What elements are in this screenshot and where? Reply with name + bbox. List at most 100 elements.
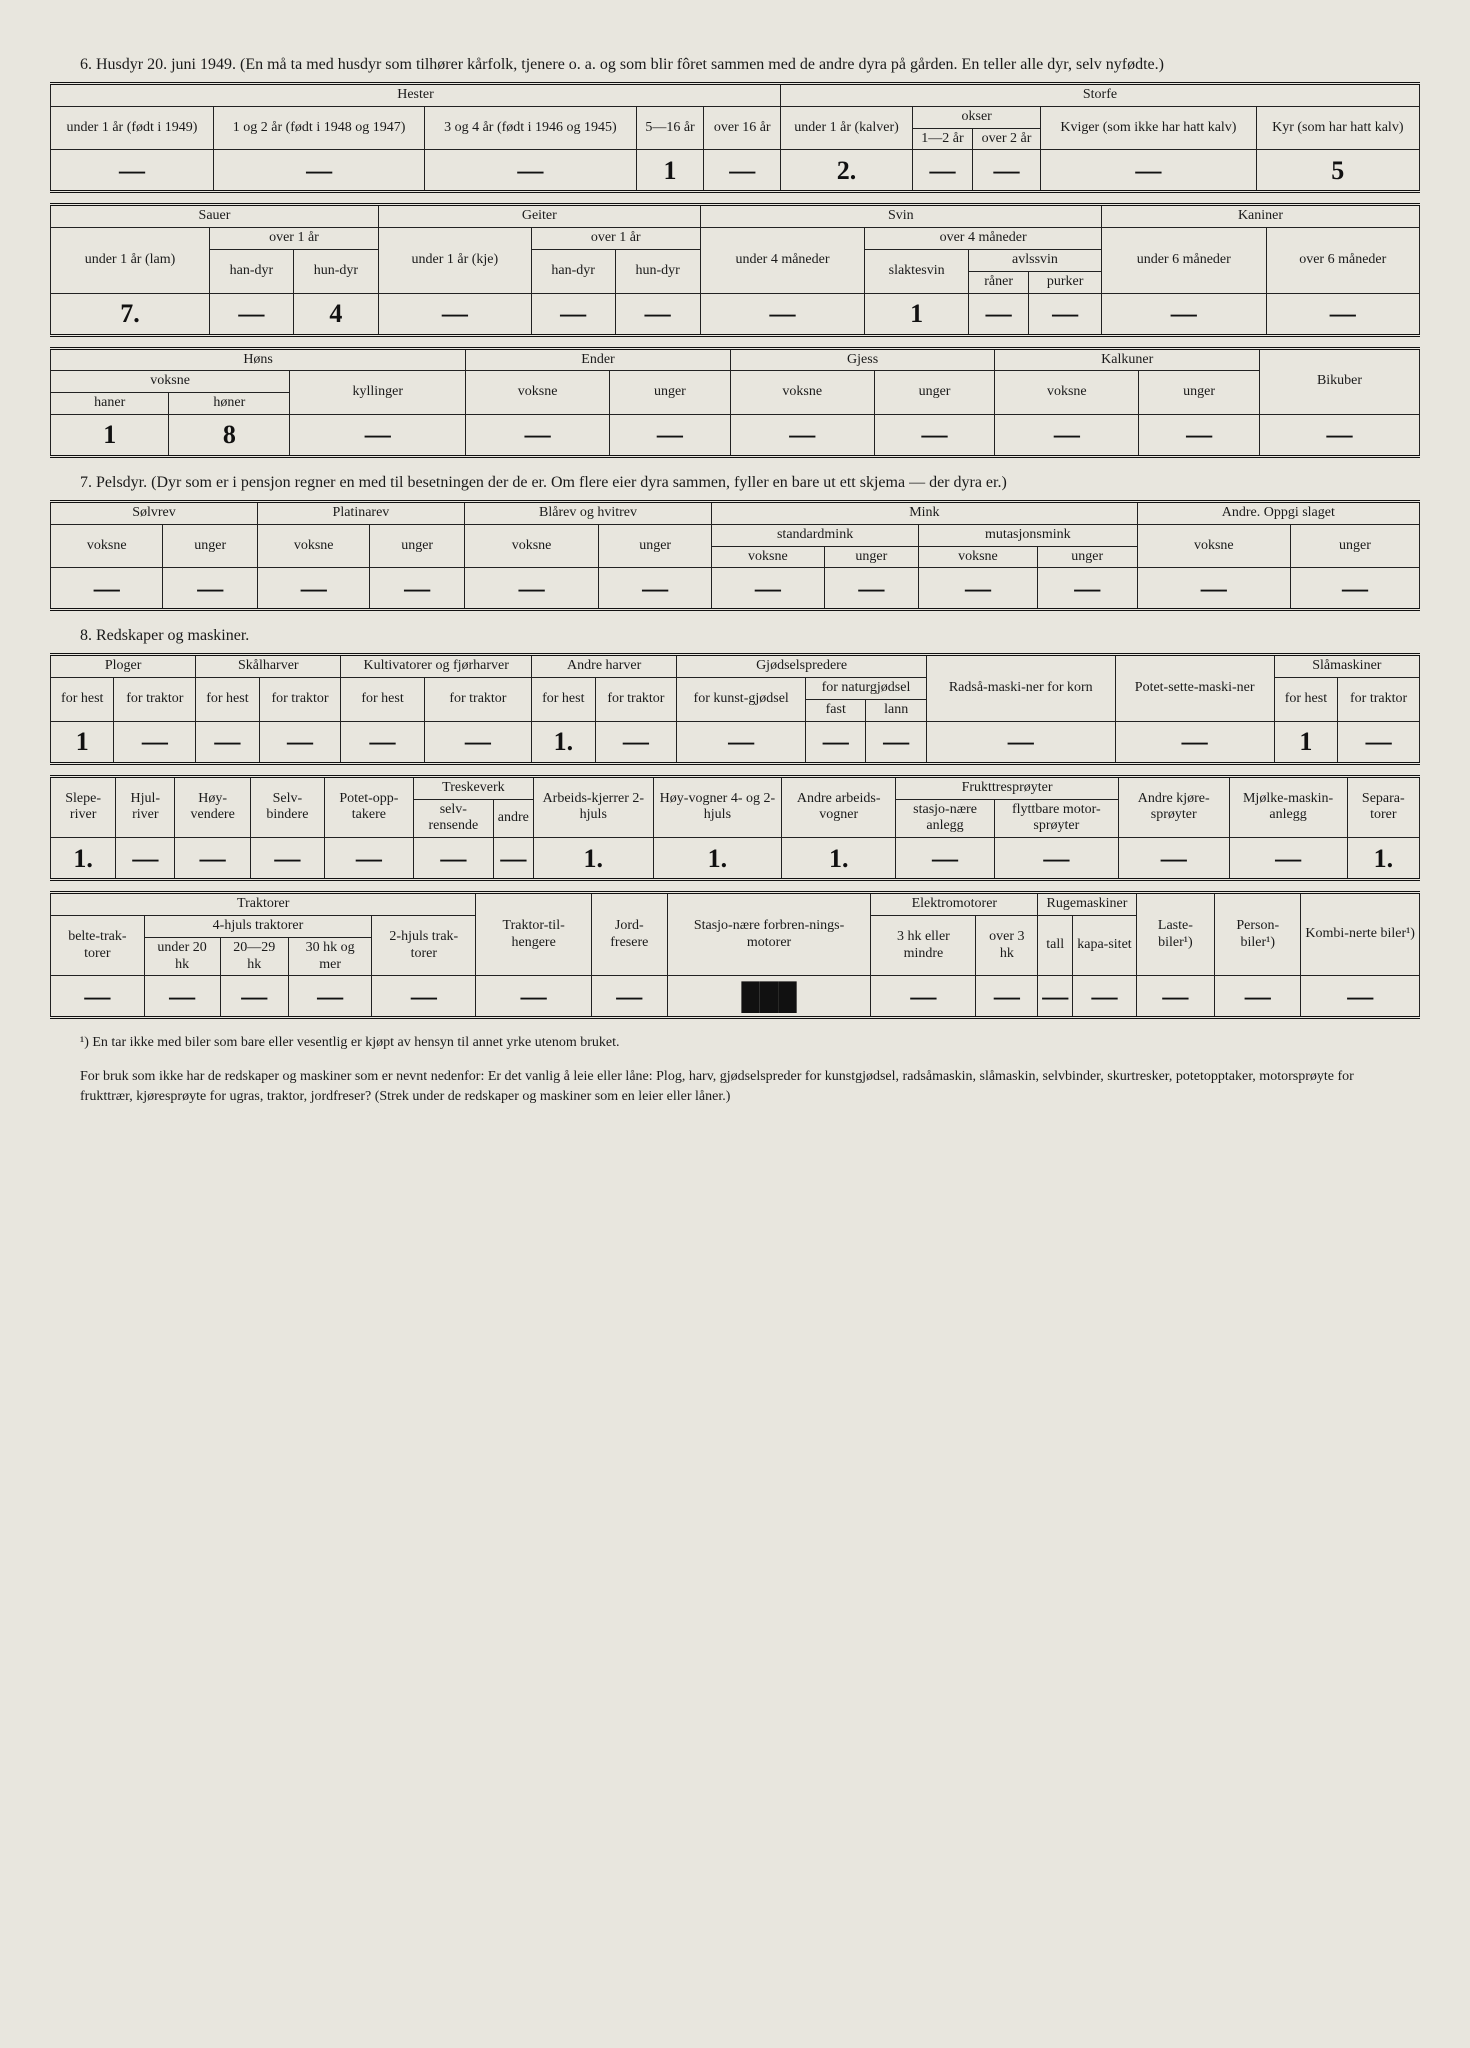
h: for kunst-gjødsel: [677, 678, 806, 722]
h: Høy-vendere: [175, 776, 251, 837]
h: Skålharver: [196, 655, 341, 678]
v: —: [196, 721, 259, 763]
h: hun-dyr: [615, 249, 700, 293]
h: over 6 måneder: [1266, 228, 1419, 293]
h: kyllinger: [290, 371, 466, 415]
h: standardmink: [712, 524, 919, 546]
h: 3 og 4 år (født i 1946 og 1945): [425, 106, 636, 150]
v: —: [1038, 976, 1073, 1018]
v: —: [1029, 293, 1102, 335]
h: for traktor: [259, 678, 341, 722]
v: 1.: [533, 838, 653, 880]
h: Kombi-nerte biler¹): [1301, 893, 1420, 976]
h: kapa-sitet: [1073, 915, 1136, 975]
h: Selv-bindere: [250, 776, 324, 837]
h: for traktor: [114, 678, 196, 722]
h: voksne: [712, 546, 824, 568]
section8-title: 8. Redskaper og maskiner.: [80, 627, 1420, 645]
h: Person-biler¹): [1215, 893, 1301, 976]
v: —: [1073, 976, 1136, 1018]
h: Elektromotorer: [871, 893, 1038, 916]
h: voksne: [464, 524, 598, 568]
h: lann: [866, 699, 926, 721]
h: unger: [370, 524, 464, 568]
h: unger: [610, 371, 731, 415]
h: avlssvin: [969, 249, 1102, 271]
hdr-storfe: Storfe: [780, 84, 1419, 107]
v: —: [976, 976, 1038, 1018]
v: 1.: [653, 838, 781, 880]
h: over 1 år: [209, 228, 378, 250]
h: mutasjonsmink: [919, 524, 1138, 546]
v: —: [370, 568, 464, 610]
h: for traktor: [1338, 678, 1420, 722]
v: —: [209, 293, 293, 335]
v: —: [866, 721, 926, 763]
v: 8: [169, 414, 290, 456]
h: purker: [1029, 271, 1102, 293]
h: Potet-sette-maski-ner: [1115, 655, 1274, 721]
h: under 1 år (lam): [51, 228, 210, 293]
v: —: [259, 721, 341, 763]
v: —: [1037, 568, 1137, 610]
v: —: [610, 414, 731, 456]
v: —: [926, 721, 1115, 763]
v: —: [51, 150, 214, 192]
h: Kultivatorer og fjørharver: [341, 655, 532, 678]
v: —: [413, 838, 493, 880]
v: —: [730, 414, 874, 456]
h: han-dyr: [531, 249, 615, 293]
v: —: [599, 568, 712, 610]
h: for hest: [532, 678, 595, 722]
h: selv-rensende: [413, 799, 493, 838]
v: —: [466, 414, 610, 456]
v: —: [677, 721, 806, 763]
h: Traktor-til-hengere: [476, 893, 591, 976]
h: 4-hjuls traktorer: [144, 915, 372, 937]
h: Andre arbeids-vogner: [782, 776, 896, 837]
h: Geiter: [378, 205, 700, 228]
table-6-1: Hester Storfe under 1 år (født i 1949) 1…: [50, 82, 1420, 193]
v: 1.: [532, 721, 595, 763]
h: for hest: [341, 678, 424, 722]
h: han-dyr: [209, 249, 293, 293]
h: Kyr (som har hatt kalv): [1256, 106, 1419, 150]
h: Andre harver: [532, 655, 677, 678]
v: —: [116, 838, 175, 880]
v: —: [144, 976, 220, 1018]
v: —: [476, 976, 591, 1018]
v: —: [1229, 838, 1347, 880]
section6-title: 6. Husdyr 20. juni 1949. (En må ta med h…: [80, 56, 1420, 74]
h: for hest: [1274, 678, 1337, 722]
v: —: [341, 721, 424, 763]
h: 2-hjuls trak-torer: [372, 915, 476, 975]
h: for traktor: [595, 678, 677, 722]
h: unger: [1139, 371, 1260, 415]
v: —: [175, 838, 251, 880]
v: —: [51, 568, 163, 610]
h: Kviger (som ikke har hatt kalv): [1041, 106, 1256, 150]
v: —: [372, 976, 476, 1018]
hdr-hester: Hester: [51, 84, 781, 107]
v: —: [1338, 721, 1420, 763]
h: for traktor: [424, 678, 531, 722]
h: Ploger: [51, 655, 196, 678]
v: —: [324, 838, 413, 880]
h: Slåmaskiner: [1274, 655, 1419, 678]
h: unger: [824, 546, 918, 568]
h: 30 hk og mer: [289, 937, 372, 976]
h: høner: [169, 393, 290, 415]
h: voksne: [730, 371, 874, 415]
h: flyttbare motor-sprøyter: [994, 799, 1118, 838]
h: Stasjo-nære forbren-nings-motorer: [667, 893, 871, 976]
v: —: [1260, 414, 1420, 456]
h: Mink: [712, 501, 1137, 524]
table-6-2: Sauer Geiter Svin Kaniner under 1 år (la…: [50, 203, 1420, 336]
h: Gjødselspredere: [677, 655, 927, 678]
v: —: [871, 976, 976, 1018]
v: —: [493, 838, 533, 880]
table-6-3: Høns Ender Gjess Kalkuner Bikuber voksne…: [50, 347, 1420, 458]
h: Bikuber: [1260, 348, 1420, 414]
h: under 1 år (kje): [378, 228, 531, 293]
h: under 4 måneder: [700, 228, 865, 293]
